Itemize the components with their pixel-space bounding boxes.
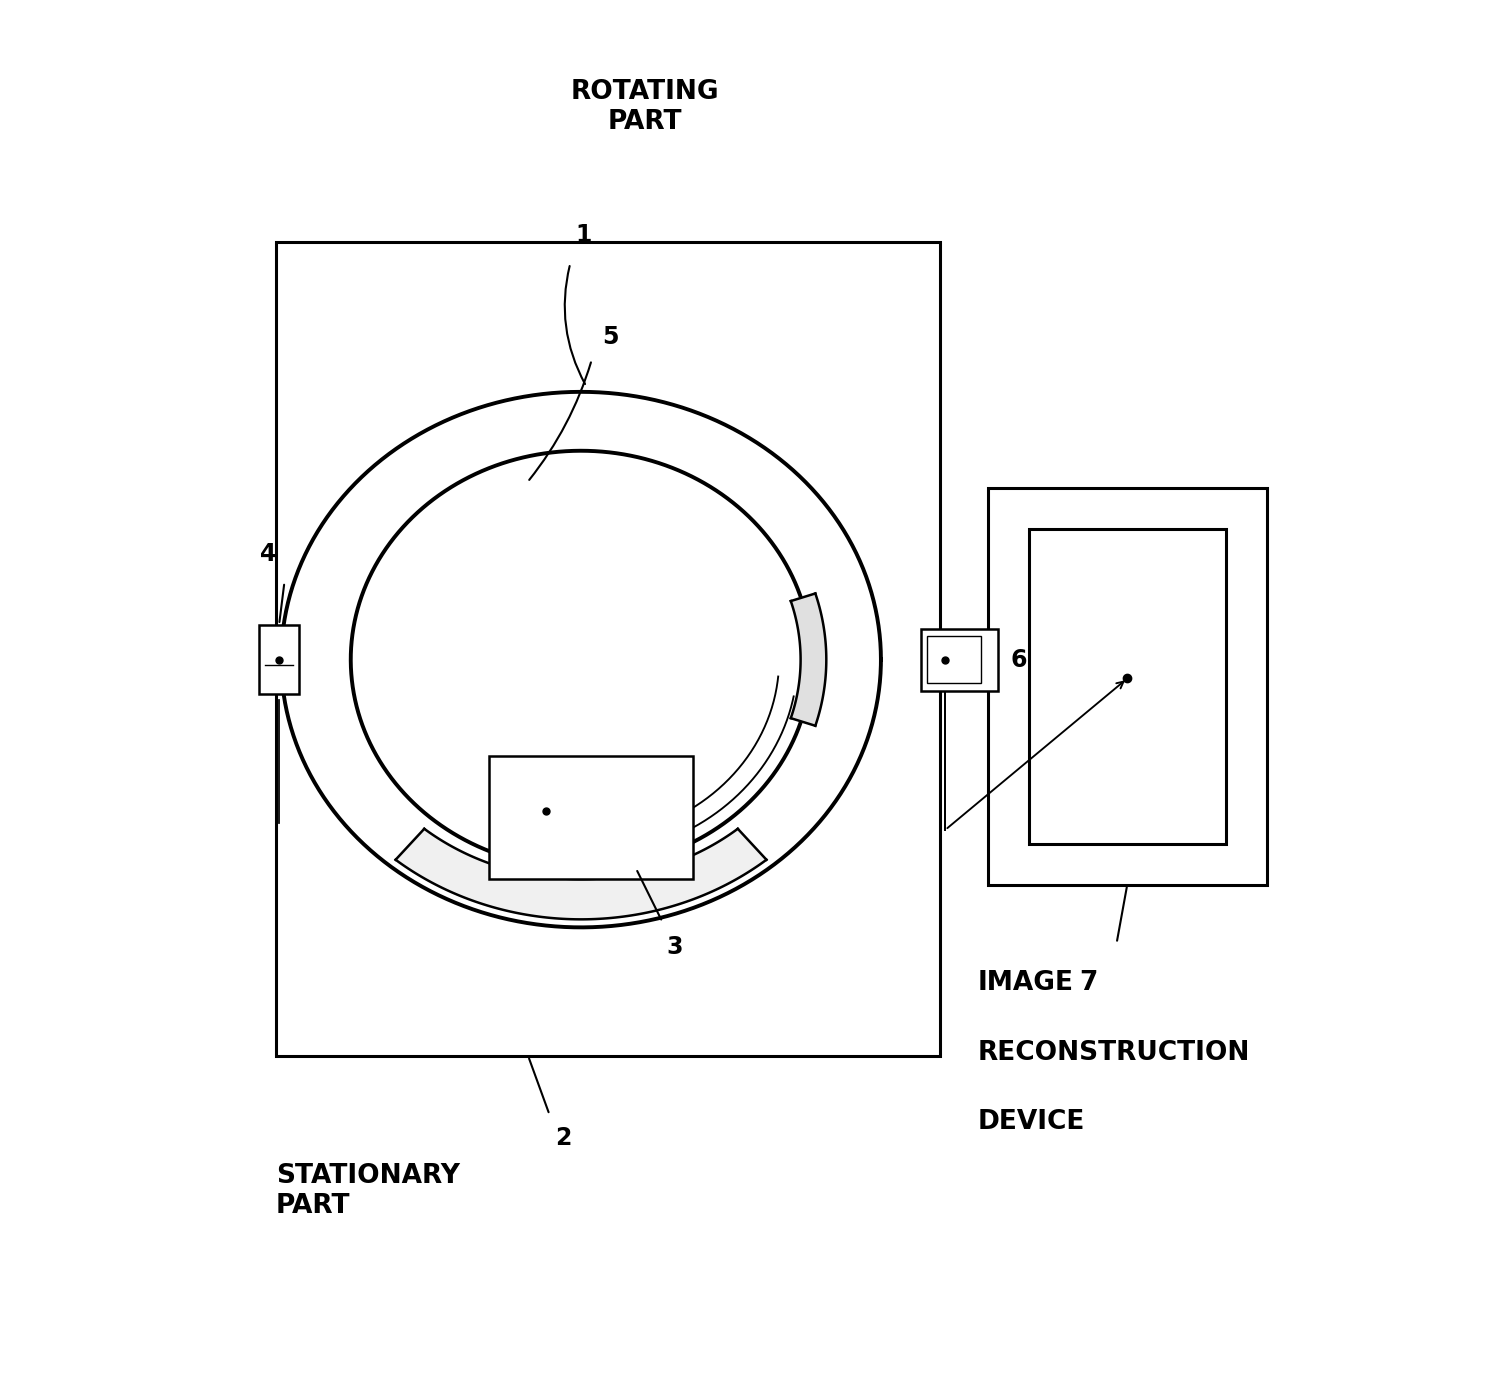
Text: IMAGE: IMAGE bbox=[977, 971, 1074, 996]
Text: 6: 6 bbox=[1011, 648, 1027, 672]
Polygon shape bbox=[396, 829, 767, 919]
Bar bbox=[928, 636, 981, 683]
Text: 2: 2 bbox=[555, 1125, 572, 1149]
Text: 4: 4 bbox=[261, 542, 277, 566]
Bar bbox=[275, 242, 940, 1056]
Text: RECONSTRUCTION: RECONSTRUCTION bbox=[977, 1040, 1249, 1066]
Text: 7: 7 bbox=[1080, 971, 1097, 996]
Bar bbox=[1029, 529, 1225, 844]
Bar bbox=[259, 625, 299, 694]
Text: ROTATING
PART: ROTATING PART bbox=[570, 79, 719, 135]
Text: 5: 5 bbox=[603, 325, 619, 349]
Text: 1: 1 bbox=[576, 223, 593, 248]
Polygon shape bbox=[791, 594, 826, 726]
Bar bbox=[920, 629, 998, 691]
Bar bbox=[490, 757, 692, 879]
Text: 3: 3 bbox=[667, 935, 683, 958]
Bar bbox=[989, 488, 1267, 885]
Text: STATIONARY
PART: STATIONARY PART bbox=[275, 1163, 460, 1219]
Text: DEVICE: DEVICE bbox=[977, 1110, 1084, 1135]
